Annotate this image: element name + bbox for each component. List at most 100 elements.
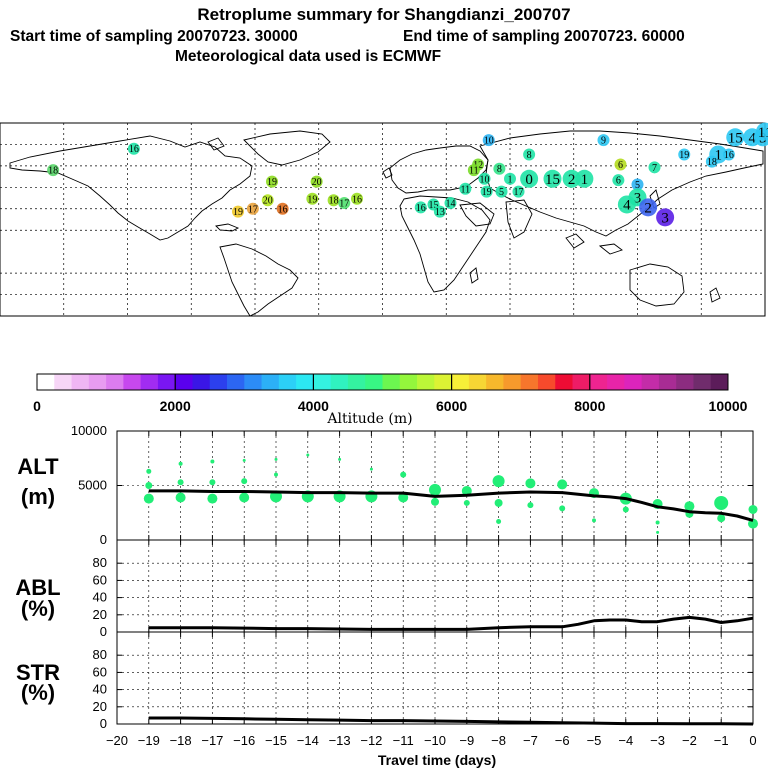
altitude-cluster-point — [557, 479, 568, 490]
plume-day-label: 17 — [339, 199, 349, 210]
altitude-colorbar: 0 2000 4000 6000 8000 10000 Altitude (m) — [33, 373, 748, 427]
plume-marker — [523, 148, 536, 161]
altitude-cluster-point — [622, 506, 629, 513]
altitude-cluster-point — [592, 518, 596, 523]
plume-day-label: 2 — [568, 172, 576, 188]
plume-marker — [433, 205, 446, 218]
plume-day-label: 2 — [644, 201, 652, 217]
altitude-cluster-point — [306, 453, 310, 457]
x-tick-label: −1 — [714, 733, 729, 748]
altitude-cluster-point — [398, 492, 409, 503]
colorbar-swatch — [261, 374, 280, 390]
colorbar-swatch — [537, 374, 556, 390]
panel-unit-label: (%) — [21, 596, 55, 621]
plume-day-label: 4 — [749, 131, 757, 147]
plume-day-label: 11 — [469, 166, 479, 177]
alt-line — [148, 489, 754, 522]
altitude-cluster-point — [559, 505, 566, 512]
plume-marker — [266, 175, 278, 188]
x-tick-label: −7 — [523, 733, 538, 748]
plume-marker — [726, 128, 745, 147]
x-tick-label: −9 — [459, 733, 474, 748]
altitude-cluster-point — [714, 495, 729, 510]
colorbar-swatch — [451, 374, 470, 390]
plume-day-label: 15 — [429, 200, 439, 211]
colorbar-tick-label: 10000 — [709, 398, 748, 414]
x-tick-label: −8 — [491, 733, 506, 748]
plume-day-label: 5 — [635, 180, 640, 191]
plume-marker — [612, 174, 625, 187]
x-tick-label: −2 — [682, 733, 697, 748]
figure-title: Retroplume summary for Shangdianzi_20070… — [197, 5, 570, 24]
abl-line — [148, 615, 754, 631]
colorbar-tick-label: 8000 — [574, 398, 605, 414]
plume-marker — [504, 172, 516, 185]
plume-day-label: 15 — [545, 172, 560, 188]
colorbar-swatch — [209, 374, 228, 390]
map-graticule — [0, 123, 765, 316]
altitude-cluster-point — [274, 472, 278, 477]
x-tick-label: −14 — [297, 733, 319, 748]
plume-marker — [47, 164, 60, 177]
y-tick-label: 80 — [93, 647, 107, 662]
colorbar-swatch — [88, 374, 107, 390]
plume-day-label: 9 — [601, 136, 606, 147]
x-tick-label: −10 — [424, 733, 446, 748]
altitude-cluster-point — [431, 497, 439, 506]
colorbar-swatch — [157, 374, 176, 390]
colorbar-swatch — [486, 374, 504, 390]
colorbar-swatch — [399, 374, 418, 390]
plume-day-label: 6 — [618, 160, 623, 171]
str-line — [148, 716, 754, 726]
altitude-cluster-point — [400, 471, 407, 478]
y-tick-label: 20 — [93, 607, 107, 622]
colorbar-swatch — [503, 374, 522, 390]
altitude-cluster-point — [207, 493, 218, 504]
plume-marker — [478, 172, 491, 185]
colorbar-swatch — [106, 374, 124, 390]
plume-marker — [562, 169, 581, 188]
x-tick-label: −11 — [393, 733, 414, 748]
y-tick-label: 40 — [93, 590, 107, 605]
colorbar-swatch — [382, 374, 401, 390]
colorbar-swatch — [555, 374, 573, 390]
y-tick-label: 0 — [100, 716, 107, 731]
y-tick-label: 0 — [100, 532, 107, 547]
plume-day-label: 19 — [233, 207, 243, 218]
panel-label: STR — [16, 660, 60, 685]
colorbar-swatch — [641, 374, 660, 390]
colorbar-swatch — [468, 374, 487, 390]
plume-marker — [656, 208, 675, 227]
end-time-label: End time of sampling 20070723. 60000 — [403, 28, 685, 45]
altitude-cluster-point — [655, 520, 660, 525]
plume-marker — [480, 185, 493, 198]
panel-unit-label: (%) — [21, 680, 55, 705]
colorbar-swatch — [175, 374, 193, 390]
colorbar-swatch — [54, 374, 72, 390]
plume-day-label: 19 — [679, 150, 689, 161]
x-tick-label: −17 — [201, 733, 223, 748]
altitude-cluster-point — [177, 479, 184, 486]
panel-str: 80 60 40 20 0 STR(%) — [16, 631, 754, 731]
plume-day-label: 18 — [707, 157, 717, 168]
plume-day-label: 19 — [267, 177, 277, 188]
altitude-cluster-point — [175, 492, 186, 503]
plume-marker — [127, 142, 140, 155]
y-tick-label: 5000 — [78, 478, 107, 493]
plume-marker — [705, 155, 718, 168]
plume-marker — [246, 202, 259, 215]
colorbar-frame — [36, 373, 729, 391]
colorbar-swatch — [192, 374, 211, 390]
colorbar-tick-label: 4000 — [298, 398, 329, 414]
colorbar-swatch — [676, 374, 694, 390]
plume-marker — [617, 195, 636, 214]
plume-day-label: 16 — [724, 150, 734, 161]
altitude-cluster-point — [146, 468, 152, 474]
colorbar-tick-label: 2000 — [160, 398, 191, 414]
altitude-cluster-point — [748, 504, 758, 514]
y-tick-label: 60 — [93, 664, 107, 679]
altitude-cluster-point — [242, 458, 246, 462]
altitude-cluster-point — [656, 530, 660, 534]
plume-marker — [482, 134, 495, 147]
